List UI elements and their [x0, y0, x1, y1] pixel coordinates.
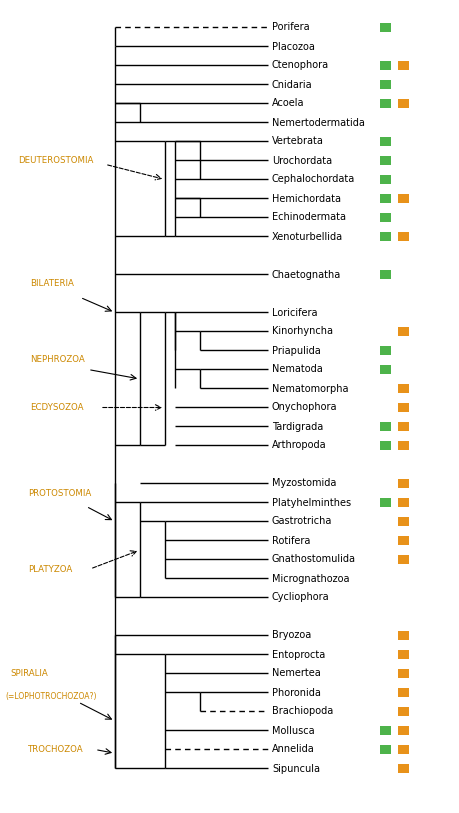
Text: DEUTEROSTOMIA: DEUTEROSTOMIA: [18, 156, 93, 165]
Bar: [379, 726, 390, 735]
Bar: [379, 156, 390, 165]
Bar: [397, 422, 408, 431]
Text: Bryozoa: Bryozoa: [271, 631, 311, 641]
Bar: [397, 726, 408, 735]
Text: Cnidaria: Cnidaria: [271, 80, 312, 89]
Text: BILATERIA: BILATERIA: [30, 280, 74, 289]
Text: ECDYSOZOA: ECDYSOZOA: [30, 403, 84, 412]
Bar: [379, 441, 390, 450]
Text: Echinodermata: Echinodermata: [271, 212, 345, 223]
Text: Rotifera: Rotifera: [271, 536, 310, 546]
Bar: [379, 745, 390, 754]
Text: Ctenophora: Ctenophora: [271, 60, 328, 71]
Bar: [379, 175, 390, 184]
Text: Platyhelminthes: Platyhelminthes: [271, 498, 350, 507]
Bar: [397, 232, 408, 241]
Text: PLATYZOA: PLATYZOA: [28, 564, 72, 573]
Text: Micrognathozoa: Micrognathozoa: [271, 573, 349, 584]
Text: Nematomorpha: Nematomorpha: [271, 384, 348, 393]
Text: Xenoturbellida: Xenoturbellida: [271, 232, 342, 241]
Bar: [397, 536, 408, 545]
Text: Nemertea: Nemertea: [271, 668, 320, 679]
Text: (=LOPHOTROCHOZOA?): (=LOPHOTROCHOZOA?): [5, 692, 96, 701]
Bar: [397, 631, 408, 640]
Bar: [379, 346, 390, 355]
Text: Hemichordata: Hemichordata: [271, 193, 340, 203]
Bar: [397, 403, 408, 412]
Bar: [397, 498, 408, 507]
Bar: [397, 441, 408, 450]
Text: Kinorhyncha: Kinorhyncha: [271, 327, 332, 337]
Text: Placozoa: Placozoa: [271, 41, 314, 51]
Text: Acoela: Acoela: [271, 98, 304, 108]
Bar: [379, 365, 390, 374]
Text: Entoprocta: Entoprocta: [271, 650, 325, 659]
Bar: [379, 194, 390, 203]
Bar: [397, 517, 408, 526]
Text: Arthropoda: Arthropoda: [271, 441, 326, 450]
Bar: [379, 232, 390, 241]
Bar: [397, 669, 408, 678]
Text: Gastrotricha: Gastrotricha: [271, 516, 332, 527]
Text: Porifera: Porifera: [271, 23, 309, 33]
Text: Myzostomida: Myzostomida: [271, 479, 336, 489]
Text: Mollusca: Mollusca: [271, 725, 314, 736]
Text: Cephalochordata: Cephalochordata: [271, 175, 354, 185]
Bar: [397, 384, 408, 393]
Bar: [397, 327, 408, 336]
Text: Nematoda: Nematoda: [271, 364, 322, 375]
Bar: [379, 99, 390, 108]
Bar: [397, 194, 408, 203]
Text: Urochordata: Urochordata: [271, 155, 331, 166]
Bar: [379, 80, 390, 89]
Text: PROTOSTOMIA: PROTOSTOMIA: [28, 489, 91, 498]
Text: Priapulida: Priapulida: [271, 346, 320, 355]
Text: Loricifera: Loricifera: [271, 307, 317, 318]
Bar: [397, 745, 408, 754]
Bar: [379, 422, 390, 431]
Bar: [397, 707, 408, 716]
Text: Brachiopoda: Brachiopoda: [271, 706, 332, 716]
Bar: [379, 213, 390, 222]
Bar: [397, 99, 408, 108]
Bar: [397, 650, 408, 659]
Bar: [379, 61, 390, 70]
Text: Vertebrata: Vertebrata: [271, 137, 323, 146]
Text: NEPHROZOA: NEPHROZOA: [30, 355, 84, 364]
Text: Gnathostomulida: Gnathostomulida: [271, 554, 355, 564]
Bar: [397, 61, 408, 70]
Bar: [379, 137, 390, 146]
Text: SPIRALIA: SPIRALIA: [10, 669, 48, 678]
Text: Sipuncula: Sipuncula: [271, 763, 319, 773]
Bar: [379, 270, 390, 279]
Text: TROCHOZOA: TROCHOZOA: [28, 745, 84, 754]
Bar: [379, 498, 390, 507]
Bar: [397, 555, 408, 564]
Text: Phoronida: Phoronida: [271, 688, 320, 698]
Text: Onychophora: Onychophora: [271, 402, 337, 412]
Text: Nemertodermatida: Nemertodermatida: [271, 118, 364, 128]
Text: Cycliophora: Cycliophora: [271, 593, 329, 602]
Text: Tardigrada: Tardigrada: [271, 421, 323, 432]
Text: Chaetognatha: Chaetognatha: [271, 269, 341, 280]
Bar: [379, 23, 390, 32]
Bar: [397, 688, 408, 697]
Bar: [397, 479, 408, 488]
Text: Annelida: Annelida: [271, 745, 314, 754]
Bar: [397, 764, 408, 773]
